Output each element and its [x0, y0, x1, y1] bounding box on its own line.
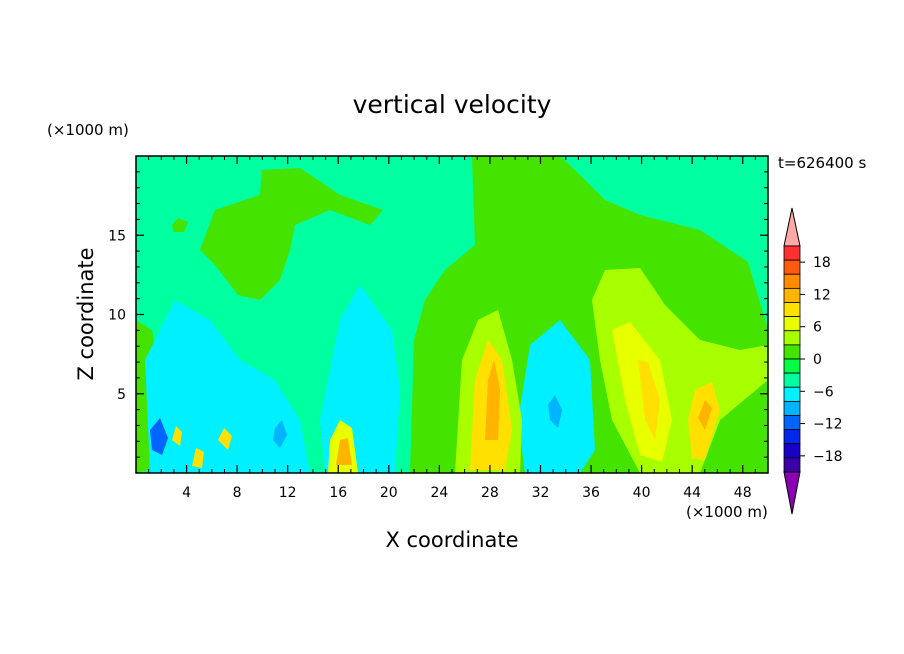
colorbar-tick-label: −18 — [813, 449, 843, 465]
colorbar-band — [783, 457, 801, 473]
colorbar-band — [783, 358, 801, 374]
contour-plume-28-core — [485, 360, 500, 440]
contour-plume-16-core — [336, 438, 352, 465]
colorbar-band — [783, 273, 801, 289]
y-unit-label: (×1000 m) — [47, 121, 129, 139]
x-tick-label: 4 — [182, 485, 191, 501]
colorbar-band — [783, 245, 801, 261]
x-tick-label: 28 — [481, 485, 499, 501]
x-axis: 4 8 12 16 20 24 28 32 36 40 44 48 — [148, 156, 756, 501]
contour-small-yellow-1 — [172, 426, 182, 446]
colorbar-band — [783, 302, 801, 318]
x-tick-label: 16 — [329, 485, 347, 501]
colorbar-band — [783, 344, 801, 360]
colorbar-band — [783, 386, 801, 402]
colorbar-band — [783, 372, 801, 388]
chart-title: vertical velocity — [353, 90, 552, 119]
y-axis: 5 10 15 — [108, 171, 768, 458]
plot-area — [136, 156, 768, 473]
colorbar-tick-label: 0 — [813, 352, 822, 368]
colorbar-band — [783, 443, 801, 459]
colorbar-tick-label: 6 — [813, 320, 822, 336]
x-tick-label: 8 — [233, 485, 242, 501]
contour-plume-44-core — [698, 400, 712, 430]
colorbar-band — [783, 259, 801, 275]
x-unit-label: (×1000 m) — [686, 503, 768, 521]
colorbar-tick-label: −12 — [813, 417, 843, 433]
contour-upper-left — [200, 168, 383, 300]
contour-small-blob — [172, 218, 188, 232]
x-tick-label: 20 — [380, 485, 398, 501]
colorbar-band — [783, 287, 801, 303]
colorbar-tick-label: −6 — [813, 384, 834, 400]
x-tick-label: 44 — [683, 485, 701, 501]
y-tick-label: 5 — [117, 387, 126, 403]
colorbar-band — [783, 429, 801, 445]
colorbar-band — [783, 316, 801, 332]
y-axis-label: Z coordinate — [74, 247, 98, 380]
x-tick-label: 12 — [279, 485, 297, 501]
x-tick-label: 24 — [430, 485, 448, 501]
x-tick-label: 40 — [633, 485, 651, 501]
colorbar: 18 12 6 0 −6 −12 −18 — [783, 207, 843, 515]
contour-blue-right — [548, 395, 562, 428]
contour-blue-mid — [273, 420, 287, 448]
x-tick-label: 32 — [532, 485, 550, 501]
colorbar-over-triangle — [783, 207, 801, 247]
colorbar-band — [783, 400, 801, 416]
y-tick-label: 15 — [108, 228, 126, 244]
contour-blue-left — [150, 418, 168, 455]
x-tick-label: 48 — [734, 485, 752, 501]
x-axis-label: X coordinate — [385, 528, 518, 552]
colorbar-under-triangle — [783, 471, 801, 515]
contour-cyan-left — [145, 300, 310, 473]
colorbar-band — [783, 415, 801, 431]
contour-small-yellow-3 — [218, 428, 232, 450]
x-tick-label: 36 — [582, 485, 600, 501]
contour-cyan-right — [518, 320, 595, 473]
colorbar-band — [783, 330, 801, 346]
colorbar-tick-label: 18 — [813, 255, 831, 271]
contour-plume-40-core — [638, 360, 660, 440]
colorbar-tick-label: 12 — [813, 287, 831, 303]
contour-small-yellow-2 — [192, 448, 204, 468]
y-tick-label: 10 — [108, 308, 126, 324]
time-label: t=626400 s — [778, 154, 866, 172]
